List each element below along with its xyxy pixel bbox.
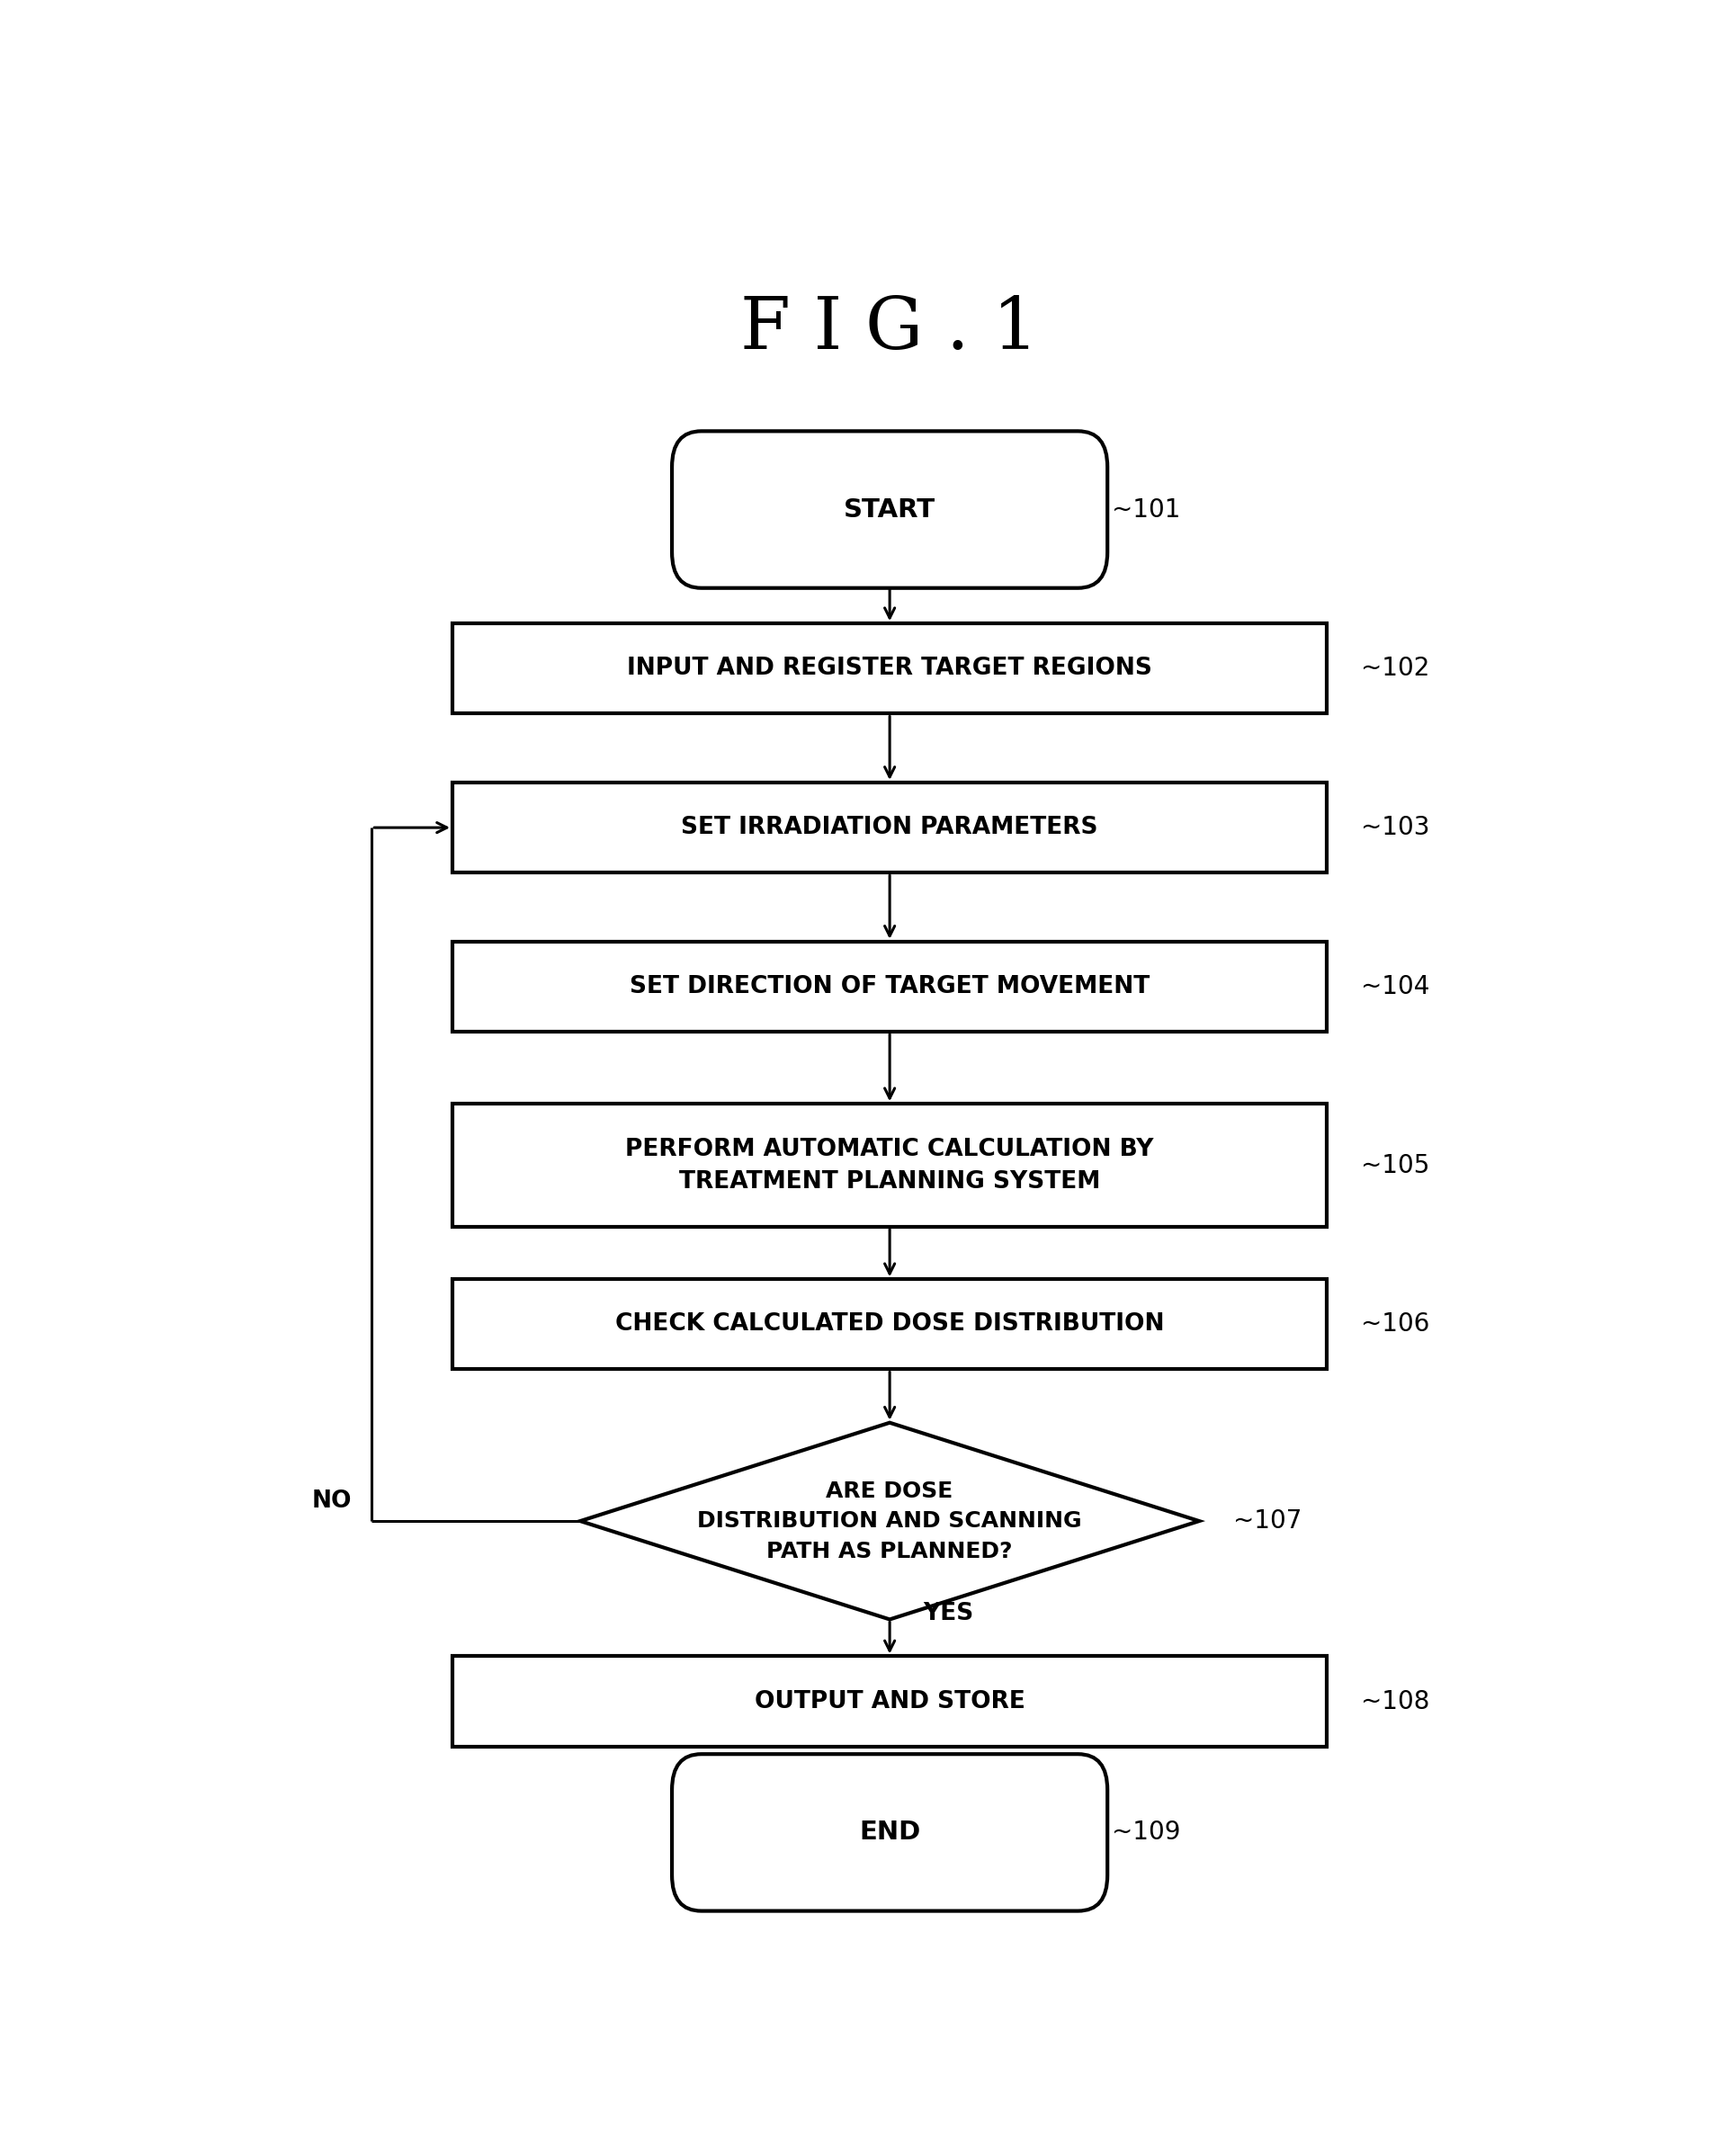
FancyBboxPatch shape	[453, 783, 1326, 873]
Text: ARE DOSE
DISTRIBUTION AND SCANNING
PATH AS PLANNED?: ARE DOSE DISTRIBUTION AND SCANNING PATH …	[698, 1480, 1082, 1563]
Text: F I G . 1: F I G . 1	[741, 294, 1038, 364]
FancyBboxPatch shape	[453, 941, 1326, 1033]
FancyBboxPatch shape	[672, 1754, 1108, 1912]
Text: CHECK CALCULATED DOSE DISTRIBUTION: CHECK CALCULATED DOSE DISTRIBUTION	[615, 1314, 1165, 1337]
FancyBboxPatch shape	[453, 624, 1326, 713]
Text: YES: YES	[924, 1601, 974, 1624]
Text: ~106: ~106	[1361, 1311, 1429, 1337]
Text: ~105: ~105	[1361, 1152, 1429, 1177]
Text: PERFORM AUTOMATIC CALCULATION BY
TREATMENT PLANNING SYSTEM: PERFORM AUTOMATIC CALCULATION BY TREATME…	[625, 1137, 1154, 1192]
Text: ~101: ~101	[1111, 496, 1180, 522]
FancyBboxPatch shape	[453, 1103, 1326, 1226]
Text: ~109: ~109	[1111, 1820, 1180, 1846]
Text: ~104: ~104	[1361, 975, 1429, 999]
Text: END: END	[859, 1820, 920, 1846]
FancyBboxPatch shape	[453, 1656, 1326, 1746]
Polygon shape	[580, 1422, 1200, 1620]
Text: SET IRRADIATION PARAMETERS: SET IRRADIATION PARAMETERS	[681, 815, 1099, 839]
Text: NO: NO	[311, 1490, 351, 1514]
Text: ~102: ~102	[1361, 656, 1429, 681]
Text: ~108: ~108	[1361, 1688, 1429, 1714]
Text: START: START	[844, 496, 936, 522]
FancyBboxPatch shape	[672, 432, 1108, 588]
Text: SET DIRECTION OF TARGET MOVEMENT: SET DIRECTION OF TARGET MOVEMENT	[630, 975, 1149, 999]
Text: ~107: ~107	[1233, 1509, 1302, 1533]
Text: INPUT AND REGISTER TARGET REGIONS: INPUT AND REGISTER TARGET REGIONS	[627, 658, 1153, 681]
Text: ~103: ~103	[1361, 815, 1429, 841]
FancyBboxPatch shape	[453, 1280, 1326, 1369]
Text: OUTPUT AND STORE: OUTPUT AND STORE	[755, 1690, 1024, 1714]
